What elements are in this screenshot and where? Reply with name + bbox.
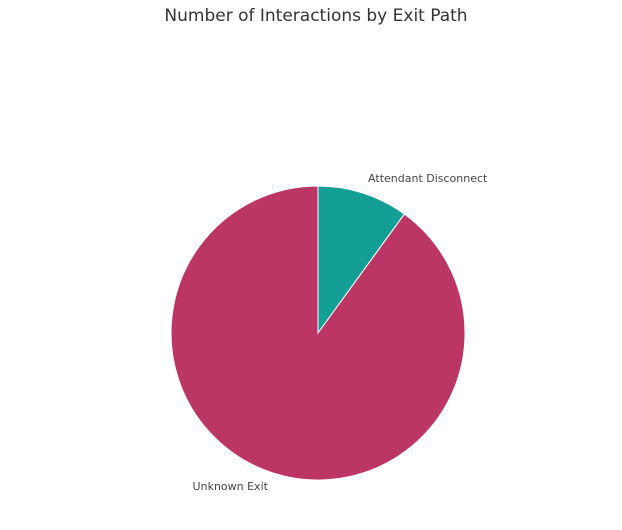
pie-slice — [317, 185, 406, 335]
slice-label: Attendant Disconnect — [368, 172, 488, 185]
slice-label: Unknown Exit — [193, 480, 269, 493]
chart-title: Number of Interactions by Exit Path — [164, 6, 467, 26]
pie-slice — [170, 185, 466, 481]
